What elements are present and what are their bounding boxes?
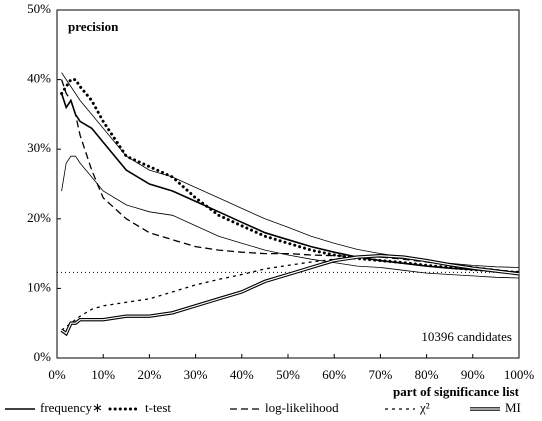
series-line-inner <box>61 255 520 335</box>
y-tick-label: 10% <box>27 279 51 294</box>
x-tick-label: 100% <box>504 367 535 382</box>
legend-label: frequency∗ <box>40 400 103 415</box>
series-line <box>60 93 520 274</box>
series-line <box>60 78 521 274</box>
x-axis-label: part of significance list <box>393 384 520 399</box>
confidence-band <box>61 155 520 279</box>
y-tick-label: 30% <box>27 140 51 155</box>
x-tick-label: 20% <box>137 367 161 382</box>
x-tick-label: 90% <box>461 367 485 382</box>
series-line <box>61 256 520 331</box>
legend-label: t-test <box>145 400 171 415</box>
plot-frame <box>56 9 520 359</box>
annotation: 10396 candidates <box>421 329 512 344</box>
x-tick-label: 70% <box>368 367 392 382</box>
legend-label: χ² <box>419 400 430 415</box>
y-tick-label: 40% <box>27 71 51 86</box>
y-tick-label: 50% <box>27 1 51 16</box>
legend-label: MI <box>505 400 521 415</box>
x-tick-label: 40% <box>230 367 254 382</box>
y-axis-label: precision <box>68 19 119 34</box>
x-tick-label: 10% <box>91 367 115 382</box>
y-tick-label: 0% <box>34 349 52 364</box>
confidence-band <box>61 72 520 268</box>
y-tick-label: 20% <box>27 210 51 225</box>
x-tick-label: 60% <box>322 367 346 382</box>
legend-label: log-likelihood <box>265 400 339 415</box>
x-tick-label: 30% <box>184 367 208 382</box>
x-tick-label: 50% <box>276 367 300 382</box>
x-tick-label: 80% <box>415 367 439 382</box>
x-tick-label: 0% <box>48 367 66 382</box>
